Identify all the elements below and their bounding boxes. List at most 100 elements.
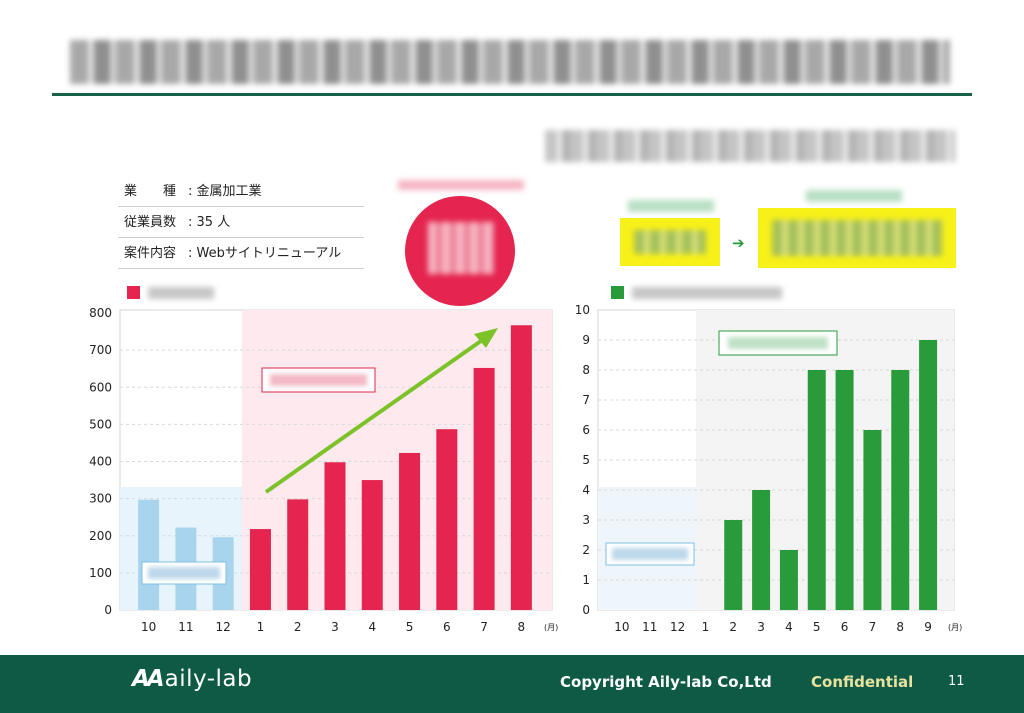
- y-tick-label: 1: [582, 573, 590, 587]
- y-tick-label: 7: [582, 393, 590, 407]
- bar: [249, 529, 271, 610]
- y-tick-label: 6: [582, 423, 590, 437]
- bar: [138, 499, 160, 610]
- aily-lab-logo: AA aily-lab: [132, 666, 252, 692]
- x-tick-label: 7: [869, 620, 877, 634]
- y-tick-label: 3: [582, 513, 590, 527]
- bar: [891, 370, 910, 610]
- logo-text: aily-lab: [164, 666, 253, 692]
- bar: [287, 499, 309, 610]
- x-tick-label: 11: [178, 620, 193, 634]
- growth-arrow: [264, 334, 490, 494]
- x-tick-label: 5: [406, 620, 414, 634]
- bar: [361, 480, 383, 610]
- x-tick-label: 8: [896, 620, 904, 634]
- x-tick-label: 11: [642, 620, 657, 634]
- title-divider: [52, 93, 972, 96]
- bar: [724, 520, 743, 610]
- info-value: 35 人: [196, 215, 231, 230]
- y-tick-label: 5: [582, 453, 590, 467]
- x-tick-label: 6: [841, 620, 849, 634]
- info-key: 業 種: [124, 184, 177, 199]
- y-tick-label: 0: [582, 603, 590, 617]
- info-key: 従業員数: [124, 215, 177, 230]
- after-box: [758, 208, 956, 268]
- y-tick-label: 700: [89, 343, 112, 357]
- after-label-blurred: [806, 190, 902, 202]
- legend-pink-label-blurred: [148, 287, 214, 299]
- x-tick-label: 5: [813, 620, 821, 634]
- annotation-before-blurred: [612, 548, 688, 560]
- y-tick-label: 2: [582, 543, 590, 557]
- copyright-text: Copyright Aily-lab Co,Ltd: [560, 673, 772, 691]
- y-tick-label: 9: [582, 333, 590, 347]
- x-tick-label: 4: [785, 620, 793, 634]
- y-tick-label: 100: [89, 566, 112, 580]
- x-tick-label: 1: [257, 620, 265, 634]
- y-tick-label: 10: [575, 303, 590, 317]
- bar: [436, 429, 458, 610]
- before-box: [620, 218, 720, 266]
- y-tick-label: 8: [582, 363, 590, 377]
- legend-pink-swatch: [127, 286, 140, 299]
- bar: [752, 490, 771, 610]
- info-value: Webサイトリニューアル: [196, 246, 342, 261]
- bar: [324, 462, 346, 610]
- page-title-blurred: [70, 40, 950, 84]
- bar: [510, 325, 532, 610]
- page-number: 11: [948, 674, 965, 689]
- before-label-blurred: [628, 200, 714, 212]
- x-tick-label: 3: [331, 620, 339, 634]
- bar: [835, 370, 854, 610]
- growth-arrow-head: [474, 328, 498, 348]
- info-row-industry: 業 種: 金属加工業: [118, 172, 364, 207]
- info-key: 案件内容: [124, 246, 177, 261]
- x-unit-label: (月): [544, 623, 558, 632]
- bar: [863, 430, 882, 610]
- y-tick-label: 200: [89, 529, 112, 543]
- legend-green-swatch: [611, 286, 624, 299]
- info-row-employees: 従業員数: 35 人: [118, 203, 364, 238]
- x-tick-label: 4: [368, 620, 376, 634]
- y-tick-label: 800: [89, 306, 112, 320]
- x-tick-label: 3: [757, 620, 765, 634]
- x-tick-label: 2: [729, 620, 737, 634]
- logo-mark: AA: [132, 666, 165, 692]
- bar: [919, 340, 938, 610]
- circle-caption-blurred: [398, 180, 524, 190]
- bar: [779, 550, 798, 610]
- x-tick-label: 7: [480, 620, 488, 634]
- footer-bar: [0, 655, 1024, 713]
- y-tick-label: 500: [89, 417, 112, 431]
- x-tick-label: 12: [670, 620, 685, 634]
- circle-value-blurred: [428, 222, 494, 274]
- y-tick-label: 4: [582, 483, 590, 497]
- bar: [399, 452, 421, 610]
- arrow-right-icon: ➔: [732, 234, 745, 252]
- y-tick-label: 300: [89, 492, 112, 506]
- subtitle-blurred: [545, 130, 955, 162]
- annotation-before-blurred: [148, 567, 220, 579]
- info-row-project: 案件内容: Webサイトリニューアル: [118, 234, 364, 269]
- x-tick-label: 1: [702, 620, 710, 634]
- x-tick-label: 10: [614, 620, 629, 634]
- annotation-text-blurred: [270, 374, 367, 386]
- x-tick-label: 2: [294, 620, 302, 634]
- y-tick-label: 400: [89, 455, 112, 469]
- y-tick-label: 0: [104, 603, 112, 617]
- x-tick-label: 10: [141, 620, 156, 634]
- y-tick-label: 600: [89, 380, 112, 394]
- x-tick-label: 8: [518, 620, 526, 634]
- x-tick-label: 12: [216, 620, 231, 634]
- x-tick-label: 6: [443, 620, 451, 634]
- x-unit-label: (月): [948, 623, 962, 632]
- annotation-text-blurred: [728, 337, 828, 349]
- x-tick-label: 9: [924, 620, 932, 634]
- bar: [473, 367, 495, 610]
- info-value: 金属加工業: [196, 184, 262, 199]
- bar: [807, 370, 826, 610]
- legend-green-label-blurred: [632, 287, 782, 299]
- confidential-label: Confidential: [811, 673, 914, 691]
